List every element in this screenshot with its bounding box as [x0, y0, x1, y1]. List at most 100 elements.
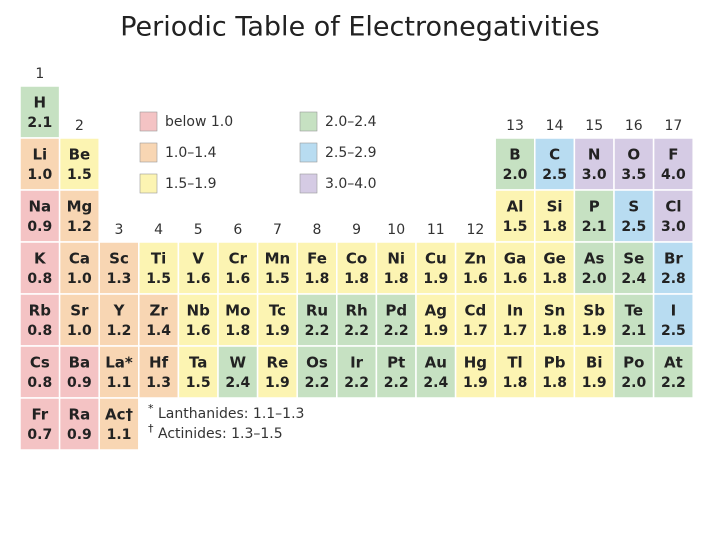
legend-swatch	[139, 142, 158, 163]
element-cell	[256, 345, 298, 399]
element-symbol: Br	[664, 250, 683, 268]
element-value: 2.0	[503, 167, 528, 183]
element-symbol: Mo	[225, 302, 250, 320]
element-cell	[296, 345, 338, 399]
group-number: 6	[233, 222, 242, 238]
element-cell	[177, 241, 219, 295]
group-number: 1	[35, 66, 44, 82]
element-symbol: Pd	[385, 302, 407, 320]
element-symbol: Be	[69, 146, 91, 164]
element-value: 1.5	[146, 271, 171, 287]
element-value: 0.7	[27, 427, 52, 443]
element-symbol: Cu	[425, 250, 447, 268]
element-symbol: Tc	[269, 302, 286, 320]
element-value: 2.8	[661, 271, 686, 287]
element-symbol: H	[34, 94, 47, 112]
element-value: 3.5	[621, 167, 646, 183]
element-cell	[613, 293, 655, 347]
element-symbol: I	[671, 302, 677, 320]
element-cell	[534, 241, 576, 295]
legend-swatch	[299, 142, 318, 163]
legend-swatch	[299, 173, 318, 194]
element-symbol: Hg	[464, 354, 487, 372]
element-symbol: Ge	[543, 250, 566, 268]
element-symbol: Al	[507, 198, 524, 216]
element-value: 1.4	[146, 323, 171, 339]
element-value: 1.2	[67, 219, 92, 235]
legend-label: 1.5–1.9	[165, 176, 217, 192]
element-value: 3.0	[582, 167, 607, 183]
group-number: 13	[506, 118, 524, 134]
legend-label: 2.5–2.9	[325, 145, 377, 161]
element-value: 1.8	[542, 375, 567, 391]
element-symbol: Sc	[109, 250, 129, 268]
element-value: 1.8	[542, 219, 567, 235]
footnote-text: Lanthanides: 1.1–1.3	[158, 406, 304, 422]
element-cell	[534, 293, 576, 347]
group-number: 4	[154, 222, 163, 238]
legend-label: below 1.0	[165, 114, 233, 130]
element-value: 1.3	[107, 271, 132, 287]
element-cell	[613, 189, 655, 243]
element-cell	[138, 293, 180, 347]
element-symbol: Re	[267, 354, 289, 372]
element-value: 1.9	[265, 375, 290, 391]
element-symbol: Os	[306, 354, 328, 372]
element-cell	[138, 241, 180, 295]
element-symbol: Ac†	[105, 406, 134, 424]
element-value: 1.8	[225, 323, 250, 339]
element-value: 1.0	[67, 271, 92, 287]
element-value: 1.8	[305, 271, 330, 287]
element-cell	[494, 345, 536, 399]
element-symbol: Pb	[544, 354, 566, 372]
group-number: 16	[625, 118, 643, 134]
element-cell	[19, 345, 61, 399]
element-symbol: Cs	[30, 354, 50, 372]
element-symbol: Pt	[387, 354, 405, 372]
element-value: 0.8	[27, 271, 52, 287]
element-value: 1.6	[463, 271, 488, 287]
legend-swatch	[139, 173, 158, 194]
element-symbol: Ba	[69, 354, 91, 372]
element-cell	[454, 345, 496, 399]
element-symbol: Mn	[265, 250, 291, 268]
element-value: 1.1	[107, 375, 132, 391]
element-cell	[573, 137, 615, 191]
element-value: 2.2	[384, 375, 409, 391]
group-number: 9	[352, 222, 361, 238]
legend-swatch	[139, 111, 158, 132]
element-value: 1.5	[67, 167, 92, 183]
element-symbol: La*	[105, 354, 133, 372]
element-cell	[19, 397, 61, 451]
element-cell	[375, 345, 417, 399]
element-value: 1.9	[265, 323, 290, 339]
element-value: 1.0	[27, 167, 52, 183]
element-value: 1.6	[186, 271, 211, 287]
element-value: 2.5	[542, 167, 567, 183]
element-symbol: Ra	[69, 406, 91, 424]
element-symbol: Bi	[586, 354, 603, 372]
element-symbol: Tl	[507, 354, 522, 372]
element-cell	[573, 345, 615, 399]
footnote-text: Actinides: 1.3–1.5	[158, 426, 283, 442]
element-cell	[613, 241, 655, 295]
legend-swatch	[299, 111, 318, 132]
group-number: 15	[585, 118, 603, 134]
element-symbol: Fr	[31, 406, 48, 424]
element-cell	[58, 345, 100, 399]
element-symbol: S	[628, 198, 639, 216]
group-number: 5	[194, 222, 203, 238]
element-value: 1.8	[344, 271, 369, 287]
element-value: 1.8	[384, 271, 409, 287]
element-value: 1.5	[503, 219, 528, 235]
element-value: 1.5	[186, 375, 211, 391]
element-cell	[652, 345, 694, 399]
element-value: 3.0	[661, 219, 686, 235]
footnote-mark: †	[148, 422, 154, 435]
element-value: 2.2	[384, 323, 409, 339]
element-symbol: In	[507, 302, 523, 320]
element-symbol: Na	[28, 198, 51, 216]
element-symbol: As	[584, 250, 605, 268]
element-symbol: Cr	[229, 250, 248, 268]
element-value: 0.8	[27, 375, 52, 391]
